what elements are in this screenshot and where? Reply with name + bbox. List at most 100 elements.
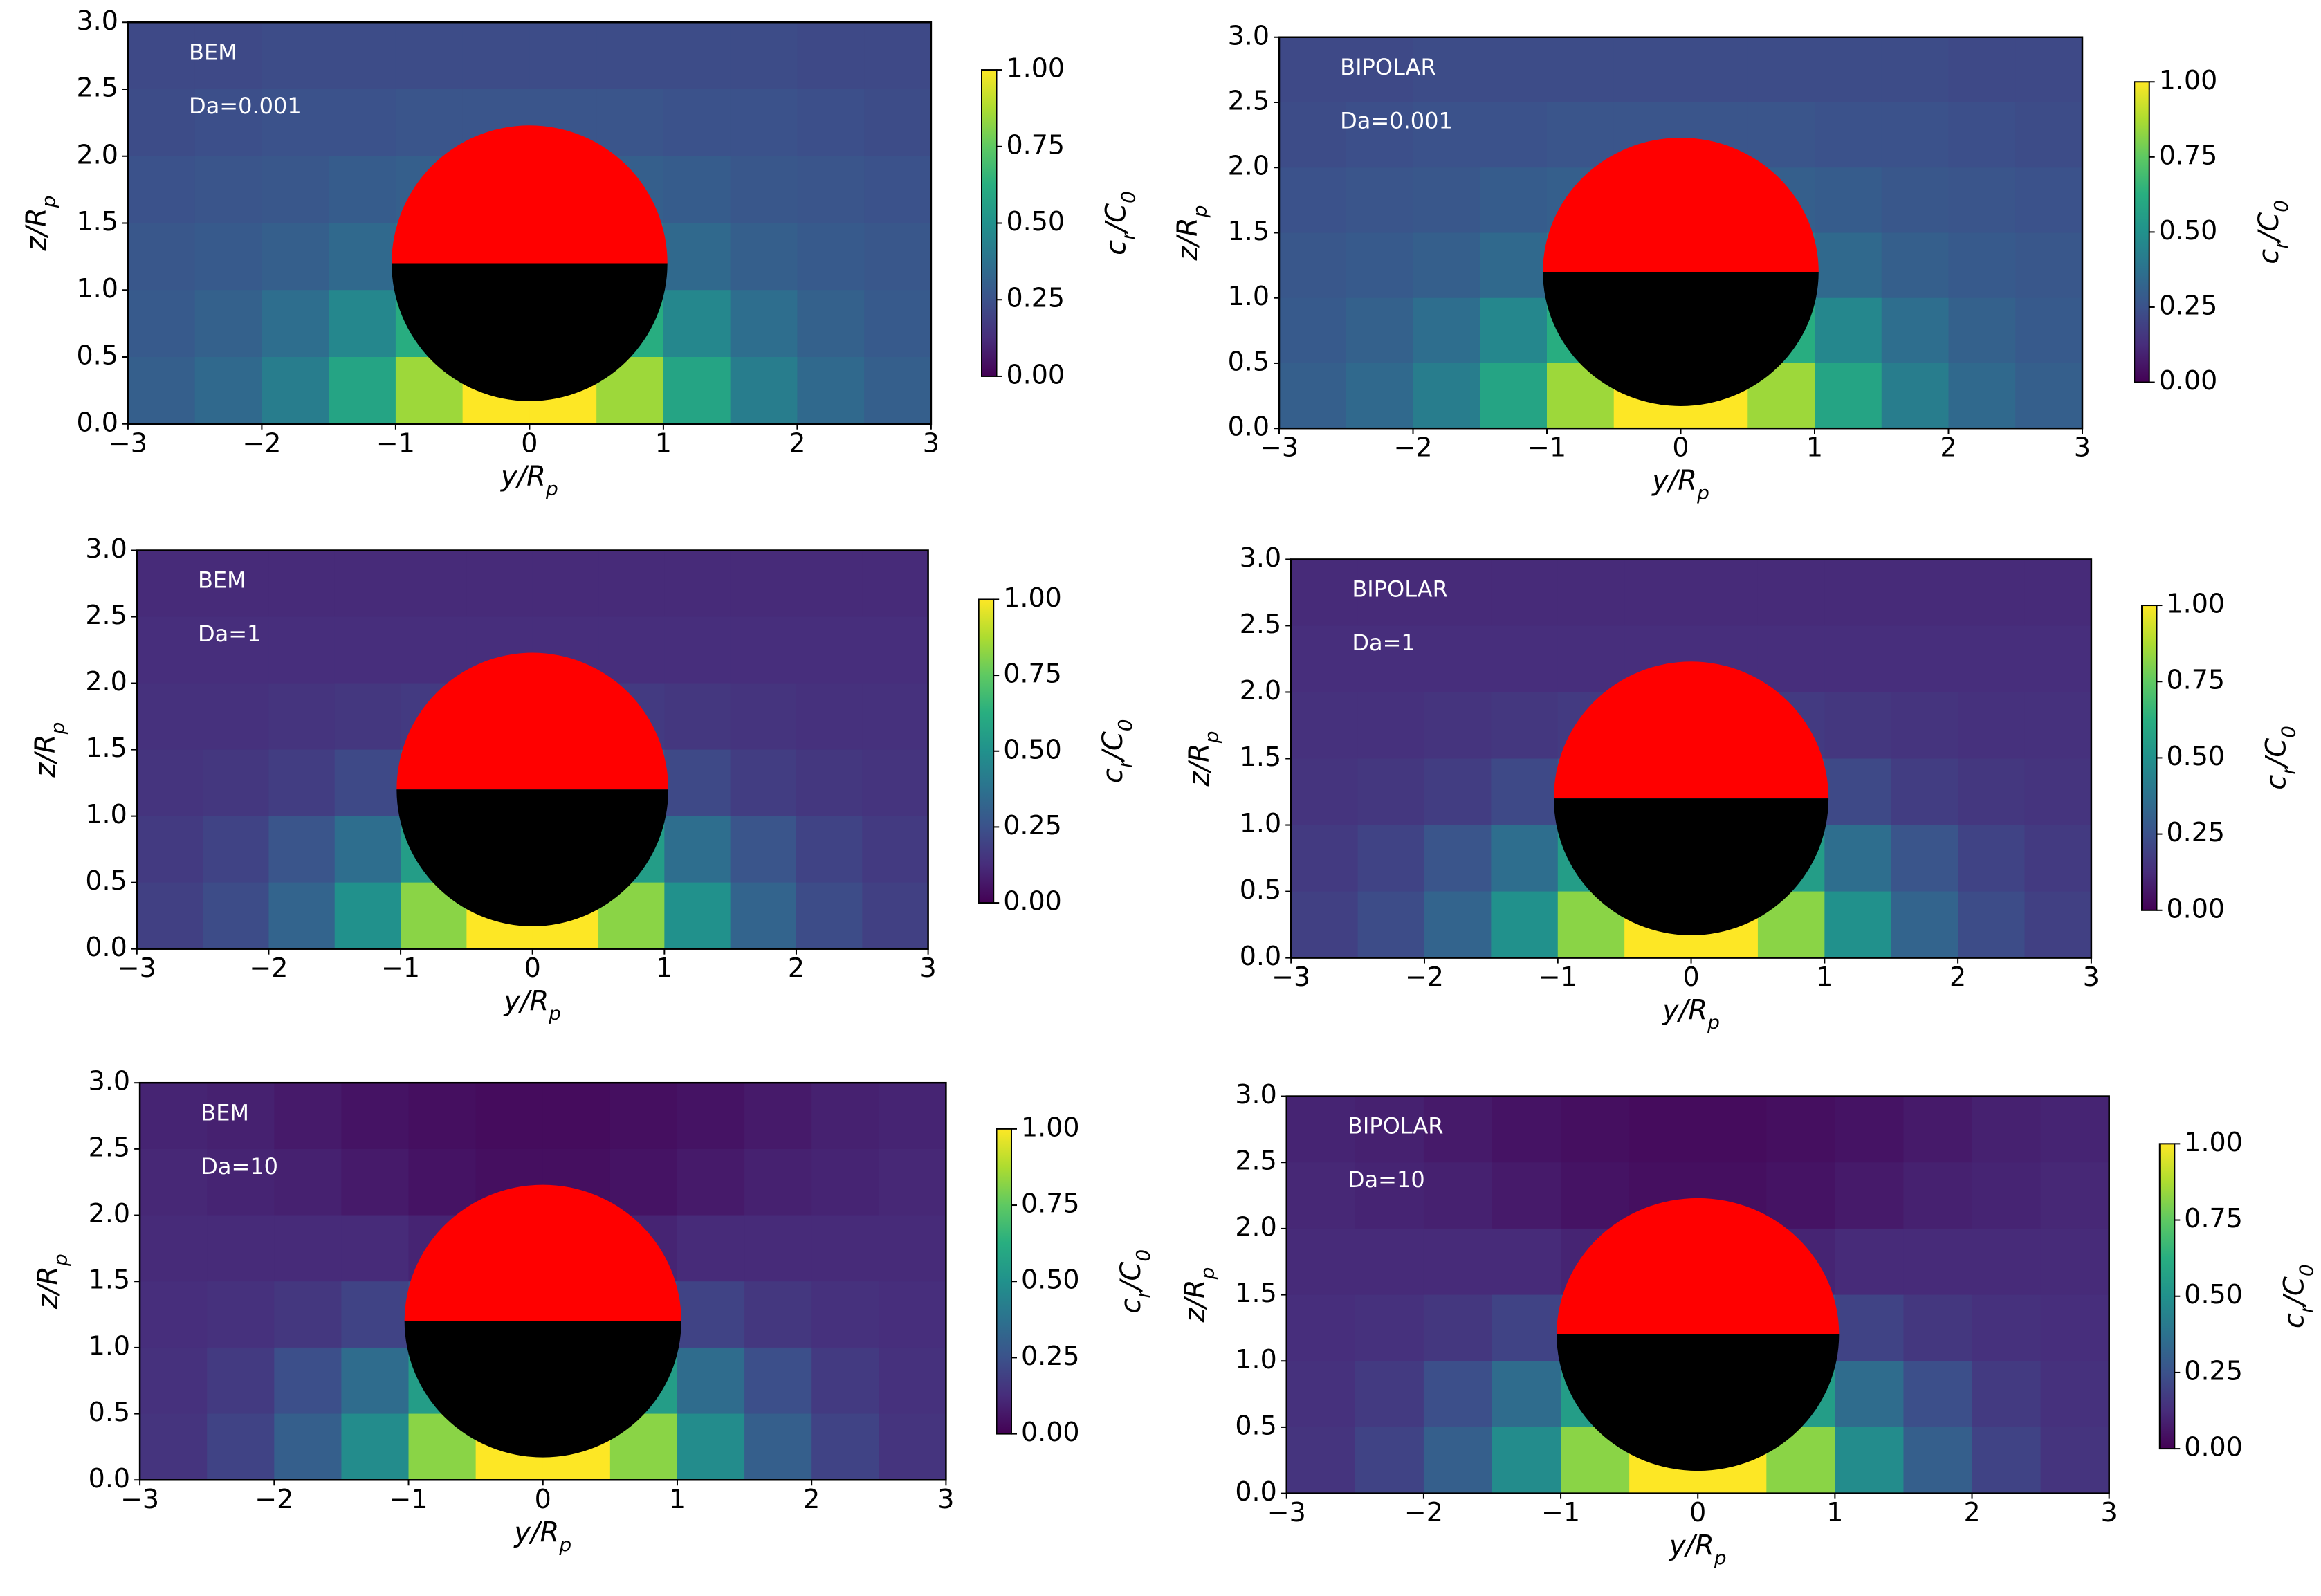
heat-cell xyxy=(1958,625,2026,693)
heat-cell xyxy=(1346,363,1414,429)
heat-cell xyxy=(744,1281,812,1348)
x-tick-label: −1 xyxy=(389,1484,428,1514)
heat-cell xyxy=(127,22,196,90)
colorbar xyxy=(981,69,998,377)
colorbar xyxy=(2158,1143,2176,1450)
heat-cell xyxy=(341,1148,410,1216)
colorbar-tick-label: 0.75 xyxy=(2167,665,2226,695)
x-axis-label: y/Rp xyxy=(500,461,558,500)
heat-cell xyxy=(274,1083,342,1150)
colorbar-tick-label: 0.00 xyxy=(1007,359,1065,389)
heat-cell xyxy=(1561,1096,1630,1164)
x-tick-label: −3 xyxy=(1272,962,1310,992)
heat-cell xyxy=(1424,825,1492,892)
colorbar xyxy=(2141,605,2158,911)
heat-cell xyxy=(744,1148,812,1216)
colorbar-tick-label: 0.50 xyxy=(1003,734,1062,764)
heat-cell xyxy=(140,1215,208,1283)
heat-cell xyxy=(664,749,731,817)
heat-cell xyxy=(274,1215,342,1283)
heat-cell xyxy=(1286,1228,1356,1296)
x-tick-label: 2 xyxy=(1963,1497,1980,1528)
heat-cell xyxy=(136,816,203,883)
heat-cell xyxy=(1891,625,1958,693)
heat-cell xyxy=(1881,297,1950,364)
annotation: Da=1 xyxy=(1352,630,1415,656)
heat-cell xyxy=(1491,825,1559,892)
heat-cell xyxy=(1286,1162,1356,1229)
y-tick-label: 1.5 xyxy=(85,733,127,763)
x-tick-label: 3 xyxy=(2083,962,2100,992)
heat-cell xyxy=(677,1215,745,1283)
x-tick-label: −2 xyxy=(249,953,288,983)
heat-cell xyxy=(1357,625,1425,693)
heat-cell xyxy=(136,882,203,949)
x-tick-label: 0 xyxy=(1672,432,1689,463)
heat-cell xyxy=(268,550,336,618)
heat-cell xyxy=(862,882,928,949)
heat-cell xyxy=(1891,758,1958,826)
annotation: Da=10 xyxy=(201,1153,278,1180)
heat-cell xyxy=(2024,891,2091,958)
heat-cell xyxy=(1972,1096,2042,1164)
heat-cell xyxy=(1492,1294,1561,1362)
heat-cell xyxy=(2040,1427,2109,1494)
colorbar-tick-label: 0.00 xyxy=(1003,886,1062,917)
x-tick-label: −3 xyxy=(109,428,147,458)
heat-cell xyxy=(879,1215,946,1283)
heat-cell xyxy=(262,89,329,157)
heat-cell xyxy=(341,1281,410,1348)
colorbar-tick-label: 0.75 xyxy=(1007,129,1065,160)
annotation: Da=1 xyxy=(198,621,261,647)
heat-cell xyxy=(274,1347,342,1415)
heat-cell xyxy=(136,550,203,618)
heat-cell xyxy=(664,683,731,751)
colorbar-tick-label: 0.25 xyxy=(1021,1341,1080,1371)
y-tick-label: 0.5 xyxy=(1235,1410,1276,1440)
heat-cell xyxy=(334,816,401,883)
colorbar-tick-label: 1.00 xyxy=(1003,583,1062,613)
heat-cell xyxy=(864,357,931,424)
y-tick-label: 1.5 xyxy=(1240,742,1281,772)
heat-cell xyxy=(1357,559,1425,627)
colorbar-label: cr/C0 xyxy=(2278,1264,2318,1328)
heat-cell xyxy=(1355,1361,1424,1428)
heat-cell xyxy=(1891,891,1958,958)
x-tick-label: 3 xyxy=(2101,1497,2118,1528)
heat-cell xyxy=(1557,559,1625,627)
y-axis-label: z/Rp xyxy=(1184,731,1223,787)
heat-cell xyxy=(677,1148,745,1216)
heat-cell xyxy=(1972,1294,2042,1362)
heat-cell xyxy=(1903,1228,1973,1296)
y-tick-label: 2.0 xyxy=(76,139,118,169)
heat-cell xyxy=(1424,758,1492,826)
colorbar-tick-label: 0.25 xyxy=(1003,810,1062,841)
heat-cell xyxy=(1824,692,1892,760)
heat-cell xyxy=(268,882,336,949)
heat-cell xyxy=(1824,758,1892,826)
heat-cell xyxy=(1346,297,1414,364)
heat-cell xyxy=(2015,232,2082,299)
heat-cell xyxy=(140,1413,208,1480)
colorbar-tick-label: 0.50 xyxy=(1021,1265,1080,1295)
heat-cell xyxy=(2015,37,2082,103)
heat-cell xyxy=(262,223,329,291)
x-tick-label: −3 xyxy=(118,953,156,983)
heat-cell xyxy=(2040,1294,2109,1362)
heat-cell xyxy=(1423,1361,1493,1428)
x-tick-label: −1 xyxy=(1539,962,1577,992)
heat-cell xyxy=(341,1215,410,1283)
heat-cell xyxy=(1491,891,1559,958)
heat-cell xyxy=(127,357,196,424)
heat-cell xyxy=(598,616,666,684)
heat-cell xyxy=(1698,1096,1768,1164)
heat-cell xyxy=(1881,37,1950,103)
heat-cell xyxy=(136,683,203,751)
heat-cell xyxy=(1480,37,1548,103)
heat-cell xyxy=(1972,1228,2042,1296)
heat-cell xyxy=(1279,102,1347,169)
heat-cell xyxy=(797,156,865,224)
heat-cell xyxy=(207,1215,275,1283)
colorbar-tick-label: 0.75 xyxy=(1021,1189,1080,1219)
heat-cell xyxy=(334,616,401,684)
